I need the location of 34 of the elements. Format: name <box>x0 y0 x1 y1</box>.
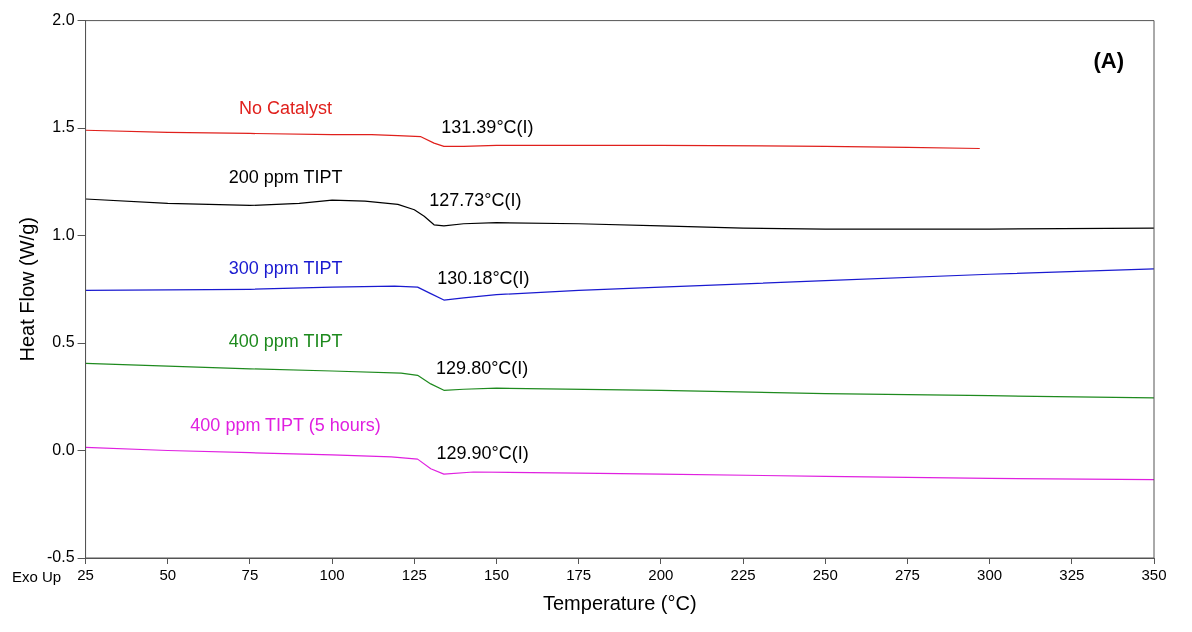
x-tick-label: 175 <box>566 566 592 584</box>
x-tick-label: 125 <box>401 566 427 584</box>
x-tick-label: 325 <box>1059 566 1085 584</box>
x-tick-label: 150 <box>483 566 510 584</box>
annotation: 129.90°C(I) <box>436 442 529 463</box>
x-tick-label: 25 <box>77 566 94 584</box>
series-label: No Catalyst <box>239 98 333 119</box>
series-label: 200 ppm TIPT <box>228 166 343 187</box>
x-tick-label: 225 <box>730 566 756 584</box>
x-tick-label: 50 <box>159 566 177 584</box>
x-tick-label: 75 <box>241 566 259 584</box>
text: (A) <box>1093 47 1124 73</box>
annotation: 129.80°C(I) <box>436 357 529 378</box>
text: Exo Up <box>12 567 62 585</box>
series-label: 300 ppm TIPT <box>228 258 343 279</box>
x-tick-label: 350 <box>1141 566 1167 584</box>
y-tick-label: 1.5 <box>52 118 75 136</box>
x-tick-label: 250 <box>812 566 838 584</box>
annotation: 131.39°C(I) <box>441 117 534 138</box>
y-tick-label: 0.5 <box>52 333 75 351</box>
x-tick-label: 300 <box>977 566 1003 584</box>
y-axis-title: Heat Flow (W/g) <box>15 217 38 362</box>
y-tick-label: 1.0 <box>52 225 75 243</box>
series-label: 400 ppm TIPT (5 hours) <box>190 415 381 436</box>
y-tick-label: 2.0 <box>52 11 75 29</box>
x-axis-title: Temperature (°C) <box>542 591 697 614</box>
x-tick-label: 275 <box>894 566 920 584</box>
annotation: 127.73°C(I) <box>429 190 522 211</box>
y-tick-label: 0.0 <box>52 440 75 458</box>
annotation: 130.18°C(I) <box>437 267 530 288</box>
y-tick-label: -0.5 <box>46 548 75 566</box>
series-label: 400 ppm TIPT <box>228 331 343 352</box>
x-tick-label: 200 <box>648 566 674 584</box>
x-tick-label: 100 <box>319 566 345 584</box>
